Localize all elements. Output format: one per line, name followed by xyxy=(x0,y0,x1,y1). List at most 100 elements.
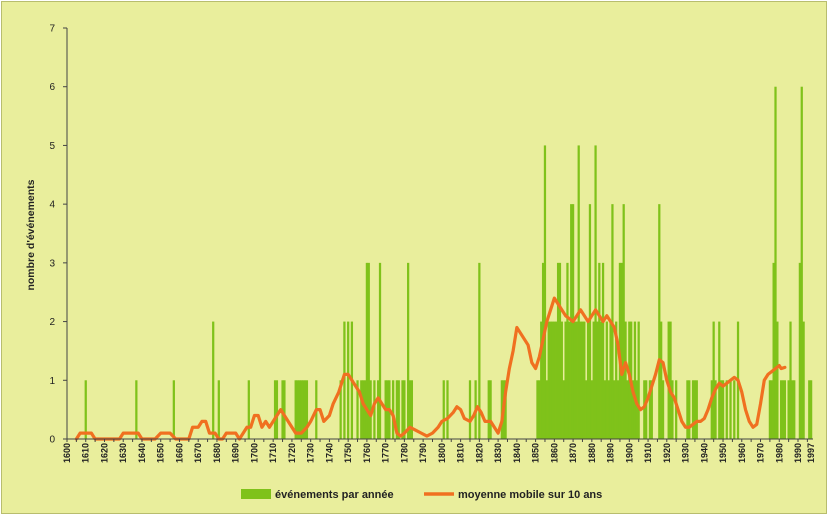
bar-1934 xyxy=(691,380,695,439)
x-tick-label-1750: 1750 xyxy=(343,443,353,463)
bar-1949 xyxy=(720,380,723,439)
x-tick-label-1850: 1850 xyxy=(531,443,541,463)
x-tick-label-1710: 1710 xyxy=(268,443,278,463)
x-tick-label-1630: 1630 xyxy=(118,443,128,463)
bar-1923 xyxy=(671,380,674,439)
bar-1918 xyxy=(661,380,665,439)
bar-1757 xyxy=(360,380,363,439)
bar-1886 xyxy=(601,262,605,439)
bar-1917 xyxy=(660,321,663,439)
bar-1988 xyxy=(793,380,796,439)
bar-1992 xyxy=(800,86,803,439)
bar-1777 xyxy=(397,380,400,439)
bar-1884 xyxy=(598,262,601,439)
bar-1978 xyxy=(774,86,777,439)
bar-1931 xyxy=(686,380,689,439)
x-tick-label-1730: 1730 xyxy=(306,443,316,463)
x-tick-label-1620: 1620 xyxy=(99,443,109,463)
bar-1782 xyxy=(407,262,410,439)
bar-1779 xyxy=(401,380,404,439)
bar-1851 xyxy=(536,380,539,439)
bar-1897 xyxy=(622,204,625,439)
bar-1878 xyxy=(586,321,590,439)
bar-1902 xyxy=(631,380,635,439)
bar-1783 xyxy=(408,380,412,439)
bar-1946 xyxy=(714,380,717,439)
x-tick-label-1880: 1880 xyxy=(587,443,597,463)
bar-1767 xyxy=(378,262,382,439)
bar-1678 xyxy=(212,321,215,439)
bar-1888 xyxy=(605,321,608,439)
bar-1722 xyxy=(294,380,297,439)
bar-1911 xyxy=(648,380,652,439)
bar-1883 xyxy=(596,321,599,439)
bar-1748 xyxy=(343,321,346,439)
bar-1880 xyxy=(590,380,593,439)
bar-1977 xyxy=(772,262,775,439)
bar-1908 xyxy=(643,380,646,439)
bar-1858 xyxy=(549,321,552,439)
bar-1950 xyxy=(721,380,725,439)
bar-1801 xyxy=(442,380,445,439)
bar-1875 xyxy=(581,321,584,439)
y-tick-label-0: 0 xyxy=(49,435,55,446)
bar-1944 xyxy=(710,380,713,439)
x-tick-label-1690: 1690 xyxy=(231,443,241,463)
bar-1991 xyxy=(798,262,802,439)
bar-1935 xyxy=(693,380,697,439)
x-tick-label-1670: 1670 xyxy=(193,443,203,463)
x-tick-label-1860: 1860 xyxy=(549,443,559,463)
bar-1864 xyxy=(560,321,563,439)
x-tick-label-1790: 1790 xyxy=(418,443,428,463)
bar-1956 xyxy=(733,380,736,439)
bar-1746 xyxy=(339,380,342,439)
x-tick-label-1920: 1920 xyxy=(662,443,672,463)
bar-1916 xyxy=(658,204,661,439)
bar-1871 xyxy=(573,321,577,439)
bar-1820 xyxy=(478,262,481,439)
x-tick-label-1890: 1890 xyxy=(606,443,616,463)
bar-1762 xyxy=(369,380,372,439)
bar-1987 xyxy=(791,380,794,439)
bar-1983 xyxy=(783,380,787,439)
plot-area xyxy=(74,86,813,441)
bar-1776 xyxy=(395,380,399,439)
bar-1815 xyxy=(468,380,472,439)
bar-1681 xyxy=(217,380,220,439)
x-tick-label-1770: 1770 xyxy=(381,443,391,463)
x-tick-label-1910: 1910 xyxy=(643,443,653,463)
x-tick-label-1740: 1740 xyxy=(324,443,334,463)
bar-1724 xyxy=(298,380,301,439)
bar-1723 xyxy=(296,380,299,439)
y-tick-label-7: 7 xyxy=(49,24,55,35)
bar-1761 xyxy=(367,262,370,439)
y-tick-label-2: 2 xyxy=(49,317,55,328)
x-tick-label-1870: 1870 xyxy=(568,443,578,463)
axes: 0 1 2 3 4 5 6 7 1600 1610 1620 1630 1640 1650 1660 1670… xyxy=(49,24,816,464)
bar-1868 xyxy=(568,321,571,439)
x-tick-label-1780: 1780 xyxy=(399,443,409,463)
bar-1728 xyxy=(305,380,309,439)
bar-1764 xyxy=(373,380,376,439)
bar-1903 xyxy=(633,321,637,439)
bar-1877 xyxy=(585,380,588,439)
bar-1826 xyxy=(489,380,492,439)
bar-1898 xyxy=(624,321,627,439)
bar-1780 xyxy=(403,380,406,439)
bar-1750 xyxy=(347,321,350,439)
bar-1909 xyxy=(645,380,648,439)
bar-1996 xyxy=(808,380,811,439)
bar-1921 xyxy=(667,321,670,439)
bar-1867 xyxy=(566,262,569,439)
bar-1948 xyxy=(718,321,721,439)
bar-1993 xyxy=(802,321,805,439)
x-tick-label-1970: 1970 xyxy=(756,443,766,463)
bar-1725 xyxy=(300,380,303,439)
bar-1697 xyxy=(247,380,250,439)
bar-1863 xyxy=(558,262,562,439)
bar-1905 xyxy=(637,321,640,439)
bar-1945 xyxy=(712,321,715,439)
bar-1774 xyxy=(392,380,395,439)
x-tick-label-1650: 1650 xyxy=(156,443,166,463)
